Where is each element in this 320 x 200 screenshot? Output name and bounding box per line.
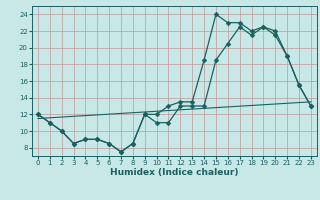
X-axis label: Humidex (Indice chaleur): Humidex (Indice chaleur) (110, 168, 239, 177)
